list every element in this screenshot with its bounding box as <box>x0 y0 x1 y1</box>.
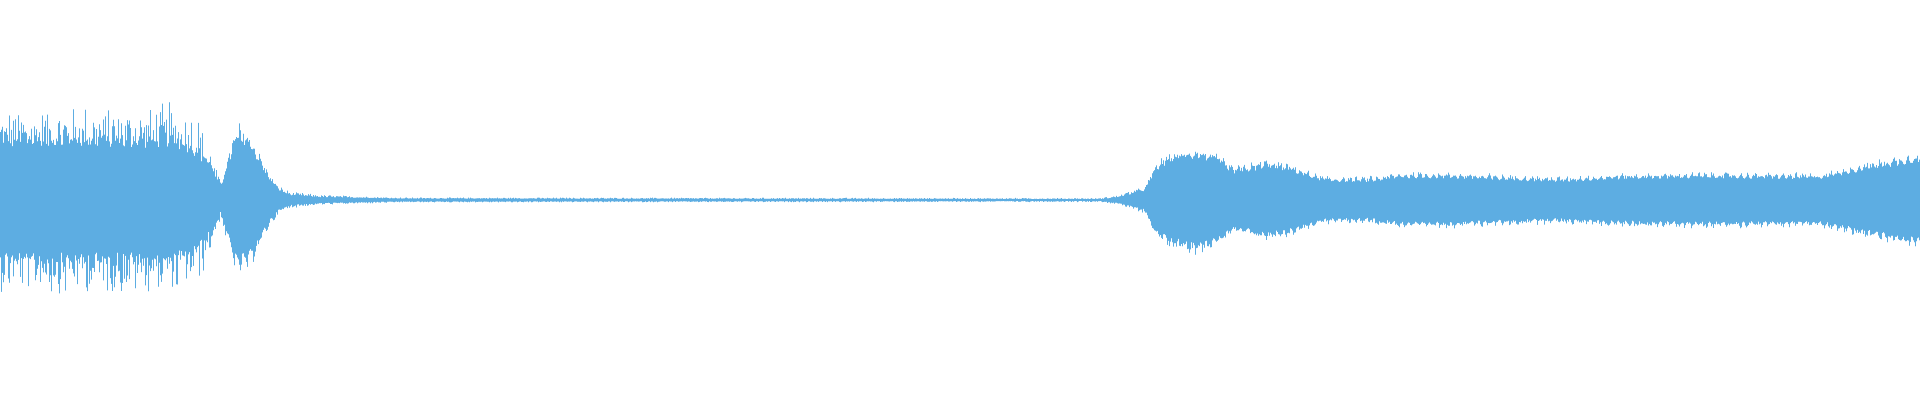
waveform-path <box>0 102 1920 294</box>
